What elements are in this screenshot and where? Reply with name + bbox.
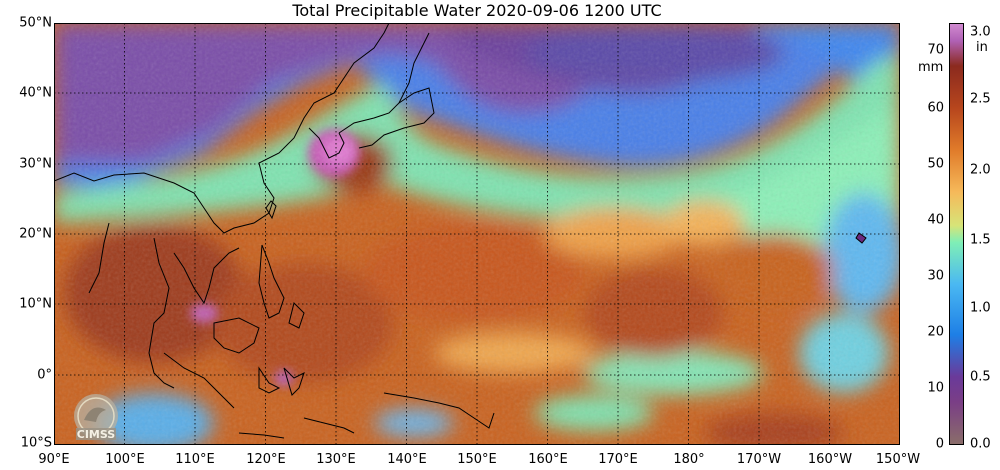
colorbar-mm-tick: 70: [927, 42, 944, 58]
lon-label: 170°W: [736, 452, 782, 467]
colorbar-in-tick: 3.0: [970, 24, 991, 40]
colorbar: [949, 23, 964, 445]
colorbar-mm-tick: 30: [927, 268, 944, 284]
colorbar-mm-unit: mm: [918, 60, 944, 75]
lat-label: 50°N: [19, 15, 52, 31]
lon-label: 180°: [673, 452, 705, 467]
colorbar-in-unit: in: [976, 40, 988, 55]
lat-label: 30°N: [19, 156, 52, 172]
colorbar-in-tick: 0.0: [970, 436, 991, 452]
map-title: Total Precipitable Water 2020-09-06 1200…: [292, 1, 662, 20]
lon-label: 150°E: [457, 452, 497, 467]
lat-label: 10°N: [19, 296, 52, 312]
colorbar-in-tick: 1.5: [970, 232, 991, 248]
tpw-map: [54, 23, 900, 445]
lon-label: 90°E: [38, 452, 70, 467]
lat-label: 40°N: [19, 85, 52, 101]
lon-label: 150°W: [875, 452, 921, 467]
lat-label: 0°: [37, 367, 52, 383]
texture: [54, 23, 900, 445]
lon-label: 160°W: [807, 452, 853, 467]
lon-label: 100°E: [105, 452, 145, 467]
colorbar-mm-tick: 0: [935, 436, 944, 452]
colorbar-mm-tick: 50: [927, 156, 944, 172]
lon-label: 170°E: [598, 452, 638, 467]
colorbar-mm-tick: 40: [927, 212, 944, 228]
colorbar-in-tick: 2.0: [970, 162, 991, 178]
lat-label: 20°N: [19, 226, 52, 242]
graticule: [54, 23, 900, 445]
logo-text: CIMSS: [77, 428, 116, 441]
lon-label: 130°E: [316, 452, 356, 467]
colorbar-in-tick: 1.0: [970, 300, 991, 316]
lat-label: 10°S: [20, 435, 52, 451]
colorbar-in-tick: 2.5: [970, 91, 991, 107]
cimss-logo: CIMSS: [74, 394, 118, 441]
colorbar-mm-tick: 60: [927, 100, 944, 116]
colorbar-in-tick: 0.5: [970, 369, 991, 385]
map-frame: [54, 23, 900, 445]
tpw-map-canvas: [54, 23, 900, 445]
colorbar-mm-tick: 20: [927, 324, 944, 340]
colorbar-mm-tick: 10: [927, 380, 944, 396]
lon-label: 140°E: [387, 452, 427, 467]
lon-label: 120°E: [246, 452, 286, 467]
lon-label: 160°E: [528, 452, 568, 467]
lon-label: 110°E: [175, 452, 215, 467]
